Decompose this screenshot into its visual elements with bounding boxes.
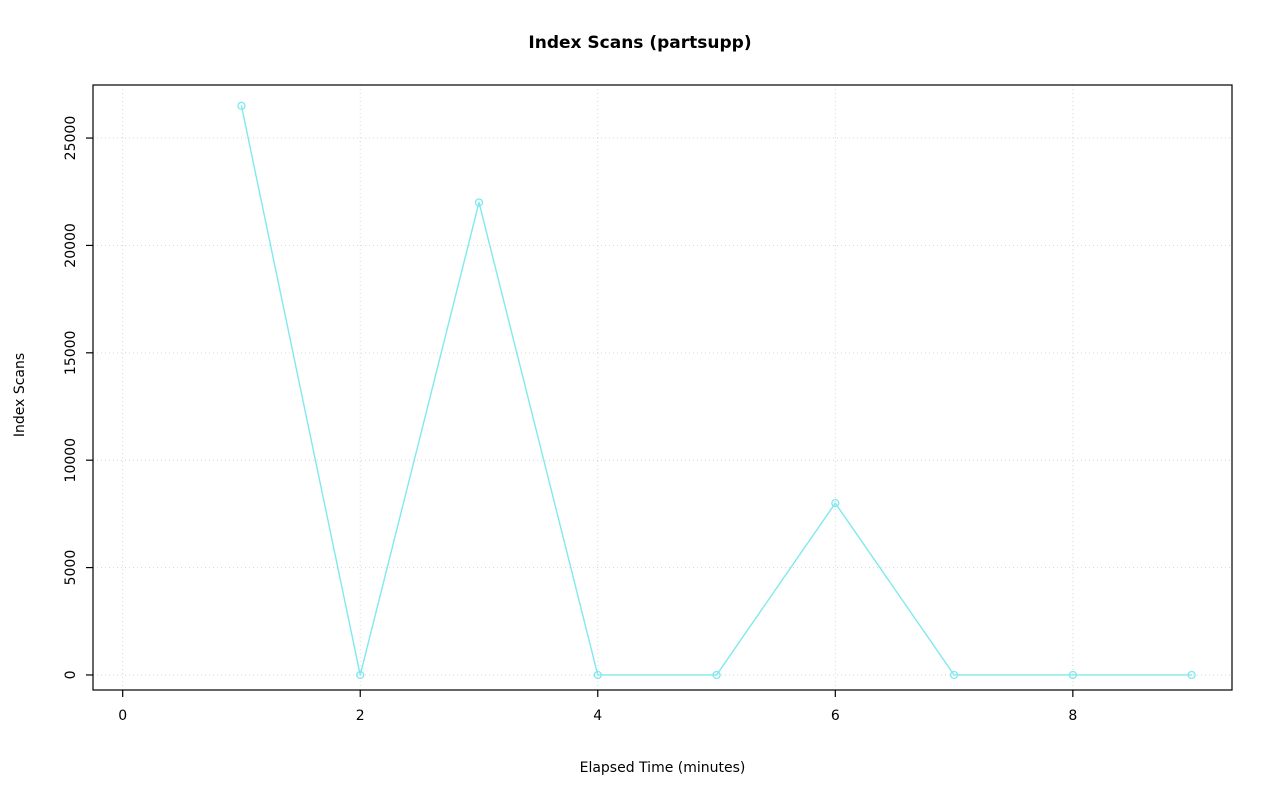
series-point — [1068, 670, 1077, 680]
series-line — [240, 105, 1193, 676]
plot-box — [92, 84, 1233, 691]
x-tick-label: 0 — [118, 708, 127, 724]
y-axis-label: Index Scans — [12, 352, 28, 438]
y-tick-label: 20000 — [63, 223, 79, 268]
series-point — [593, 670, 602, 680]
series-point — [949, 670, 959, 680]
y-tick-label: 0 — [63, 671, 79, 680]
series-point — [474, 198, 484, 207]
series-point — [712, 670, 721, 680]
series-point — [831, 499, 840, 508]
x-tick-label: 2 — [356, 708, 365, 724]
x-axis-label: Elapsed Time (minutes) — [579, 760, 746, 776]
y-tick-label: 10000 — [63, 438, 79, 483]
y-tick-label: 15000 — [63, 331, 79, 376]
chart-title: Index Scans (partsupp) — [528, 33, 752, 53]
y-tick-label: 5000 — [63, 550, 79, 586]
series-point — [356, 670, 365, 680]
series-point — [1187, 670, 1196, 680]
x-tick-label: 8 — [1068, 708, 1077, 724]
series-point — [237, 101, 246, 110]
y-tick-label: 25000 — [63, 116, 79, 161]
x-tick-label: 4 — [593, 708, 602, 724]
x-tick-label: 6 — [831, 708, 840, 724]
